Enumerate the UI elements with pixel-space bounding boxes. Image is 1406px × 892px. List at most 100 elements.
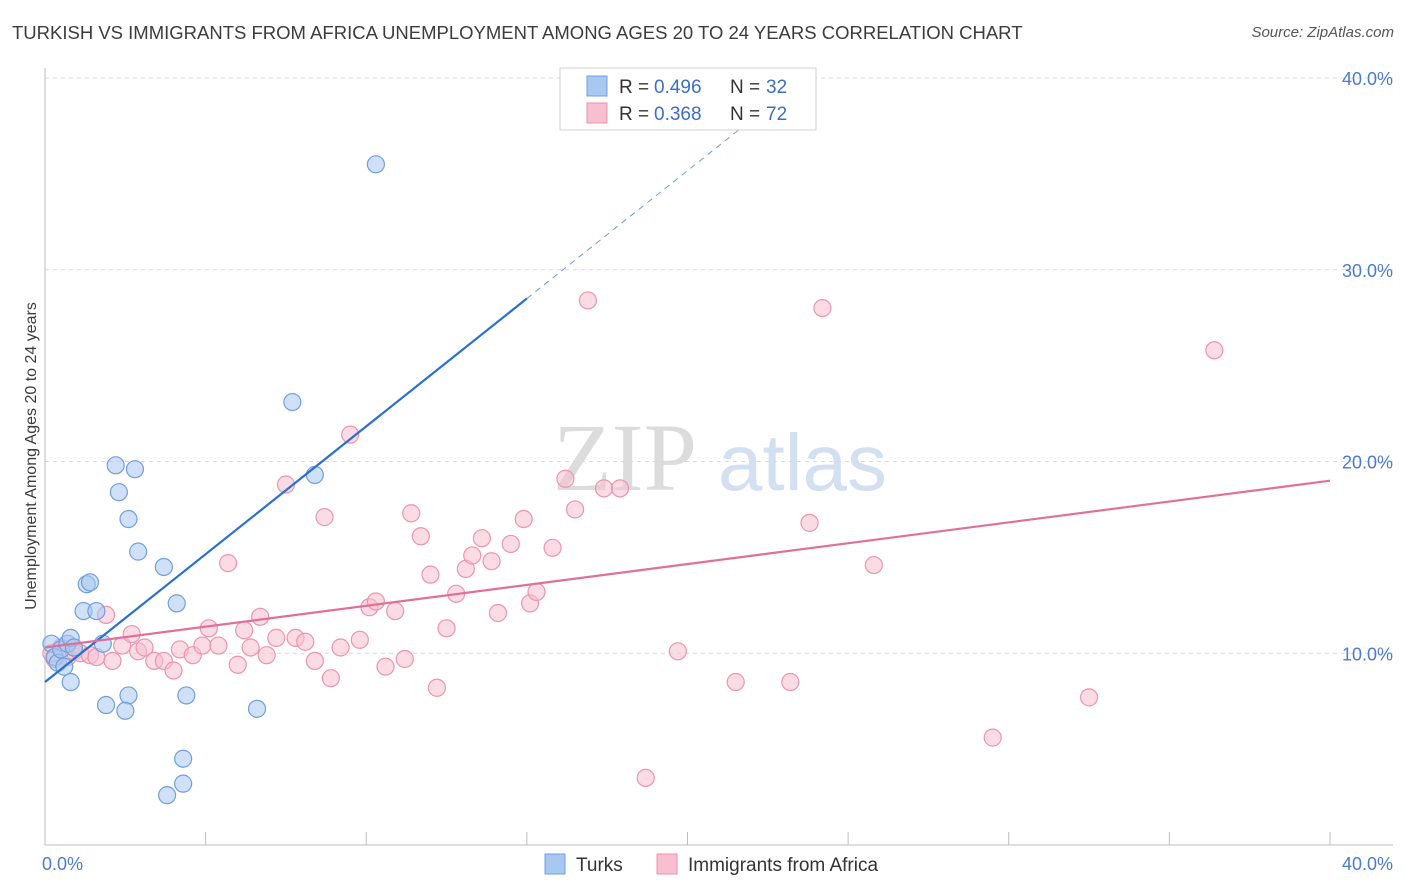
africa-point-67	[781, 672, 800, 692]
africa-point-69	[813, 299, 832, 318]
africa-point-9	[103, 651, 122, 671]
africa-point-45	[421, 565, 440, 584]
bottom-legend-label-africa: Immigrants from Africa	[688, 855, 878, 876]
turks-point-20	[119, 686, 138, 705]
chart-title: TURKISH VS IMMIGRANTS FROM AFRICA UNEMPL…	[12, 22, 1023, 43]
turks-point-23	[167, 594, 186, 613]
africa-point-32	[305, 651, 324, 671]
top-legend: R = 0.496 N = 32 R = 0.368 N = 72	[559, 67, 817, 131]
africa-point-73	[1205, 341, 1224, 360]
turks-point-15	[106, 456, 125, 475]
turks-point-13	[93, 634, 112, 653]
legend-swatch-turks	[586, 75, 608, 97]
africa-point-57	[527, 582, 546, 601]
trend-lines	[44, 106, 1331, 683]
legend-r-value-africa: 0.368	[654, 104, 702, 125]
africa-point-42	[395, 649, 414, 669]
africa-point-33	[315, 508, 334, 527]
africa-point-72	[1079, 688, 1099, 707]
africa-series-points	[42, 291, 1224, 787]
africa-point-22	[219, 554, 238, 573]
turks-trend-extension	[526, 106, 769, 299]
legend-n-value-turks: 32	[766, 77, 787, 98]
source-label: Source: ZipAtlas.com	[1251, 24, 1394, 41]
y-axis-tick-labels: 10.0% 20.0% 30.0% 40.0%	[1342, 69, 1393, 664]
africa-point-59	[556, 469, 575, 488]
africa-point-31	[296, 632, 315, 651]
africa-point-19	[193, 636, 212, 655]
turks-point-18	[129, 542, 148, 561]
africa-point-43	[402, 504, 421, 523]
africa-point-25	[241, 638, 260, 657]
legend-swatch-africa	[586, 102, 608, 124]
africa-point-63	[610, 479, 630, 498]
turks-point-24	[177, 686, 196, 705]
turks-point-21	[116, 701, 135, 720]
africa-point-64	[636, 768, 655, 787]
africa-point-23	[228, 655, 247, 674]
legend-r-label-africa: R =	[619, 104, 649, 125]
africa-point-34	[321, 669, 341, 688]
turks-point-26	[174, 774, 193, 793]
legend-r-value-turks: 0.496	[654, 77, 702, 98]
africa-point-52	[482, 552, 501, 571]
africa-point-16	[164, 661, 183, 680]
turks-point-29	[283, 392, 302, 412]
legend-n-label-turks: N =	[730, 77, 760, 98]
turks-series-points	[42, 155, 385, 805]
africa-trend-line	[44, 479, 1331, 649]
africa-point-21	[209, 636, 228, 655]
y-tick-label-10: 10.0%	[1342, 644, 1393, 664]
turks-point-22	[154, 557, 173, 577]
africa-point-68	[800, 513, 819, 532]
africa-point-54	[501, 534, 520, 554]
africa-point-70	[864, 555, 883, 575]
turks-point-12	[87, 601, 106, 621]
africa-point-41	[386, 601, 405, 621]
turks-point-19	[125, 460, 145, 479]
africa-point-58	[543, 538, 562, 557]
y-tick-label-40: 40.0%	[1342, 69, 1393, 89]
turks-point-28	[247, 699, 267, 718]
africa-point-53	[488, 603, 508, 623]
africa-point-13	[135, 638, 154, 657]
africa-point-65	[668, 642, 687, 661]
gridlines	[45, 77, 1393, 654]
turks-point-16	[109, 483, 128, 502]
africa-point-62	[594, 479, 614, 498]
bottom-legend-swatch-africa	[656, 853, 678, 875]
africa-point-28	[267, 628, 286, 648]
africa-point-27	[257, 646, 276, 665]
turks-point-8	[61, 672, 80, 692]
bottom-legend-swatch-turks	[544, 853, 566, 875]
africa-point-60	[565, 500, 585, 519]
bottom-legend-label-turks: Turks	[576, 855, 623, 876]
africa-point-51	[472, 529, 491, 548]
legend-r-label-turks: R =	[619, 77, 649, 98]
africa-point-26	[251, 607, 270, 626]
turks-trend-line	[44, 297, 528, 683]
africa-point-39	[366, 592, 385, 611]
africa-point-44	[411, 527, 430, 546]
x-tick-label-min: 0.0%	[42, 854, 83, 874]
turks-point-11	[80, 573, 100, 592]
turks-point-25	[174, 749, 193, 768]
legend-n-label-africa: N =	[730, 104, 760, 125]
africa-point-46	[427, 678, 447, 697]
africa-point-24	[235, 621, 254, 640]
watermark-atlas: atlas	[718, 418, 887, 507]
legend-n-value-africa: 72	[766, 104, 787, 125]
africa-point-36	[341, 425, 360, 444]
turks-point-31	[366, 155, 385, 174]
africa-point-40	[376, 657, 395, 676]
africa-point-71	[983, 728, 1002, 747]
y-tick-label-30: 30.0%	[1342, 261, 1393, 281]
x-tick-label-max: 40.0%	[1342, 854, 1393, 874]
x-axis-ticks	[205, 832, 1331, 845]
axes	[44, 68, 1393, 846]
africa-point-61	[578, 291, 598, 310]
turks-point-27	[157, 786, 177, 805]
y-tick-label-20: 20.0%	[1342, 453, 1393, 473]
africa-point-20	[199, 619, 218, 638]
africa-point-47	[437, 619, 456, 638]
